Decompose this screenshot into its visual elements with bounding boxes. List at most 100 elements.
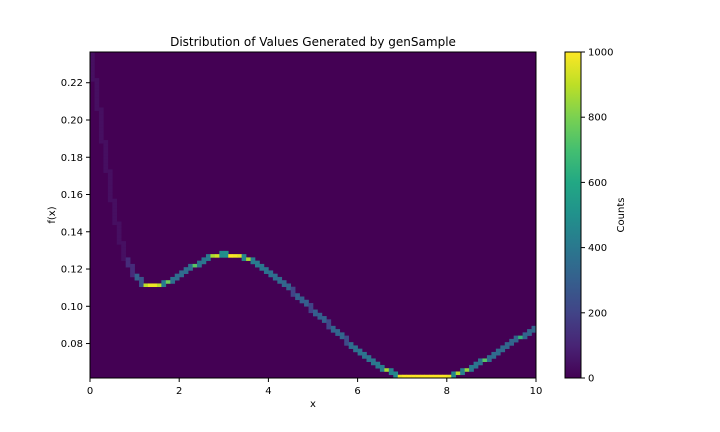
heatmap-cell — [223, 254, 229, 258]
heatmap-cell — [339, 332, 345, 336]
heatmap-cell — [272, 276, 278, 281]
heatmap-cell — [197, 263, 202, 268]
x-tick-label: 8 — [444, 386, 450, 397]
heatmap-cell — [375, 364, 381, 369]
colorbar-label: Counts — [616, 198, 627, 233]
heatmap-cell — [362, 355, 367, 359]
y-tick-label: 0.18 — [61, 153, 83, 164]
heatmap-cell — [219, 254, 225, 258]
heatmap-cell — [98, 130, 104, 134]
heatmap-cell — [491, 351, 497, 356]
heatmap-cell — [437, 374, 443, 379]
heatmap-cell — [90, 68, 95, 72]
heatmap-cell — [362, 351, 367, 356]
heatmap-cell — [428, 374, 434, 379]
heatmap-cell — [94, 107, 100, 111]
heatmap-cell — [268, 273, 274, 278]
heatmap-cell — [255, 260, 260, 265]
heatmap-cell — [353, 345, 358, 349]
heatmap-cell — [170, 280, 176, 284]
heatmap-cell — [107, 192, 113, 196]
heatmap-cell — [103, 166, 109, 170]
heatmap-cell — [357, 348, 363, 353]
heatmap-cell — [527, 329, 532, 333]
heatmap-cell — [348, 342, 354, 346]
heatmap-cell — [500, 345, 506, 349]
heatmap-cell — [335, 332, 341, 336]
heatmap-cell — [326, 322, 332, 327]
heatmap-cell — [330, 329, 336, 333]
heatmap-cell — [116, 224, 122, 229]
heatmap-cell — [460, 368, 465, 372]
heatmap-cell — [473, 361, 479, 366]
heatmap-cell — [531, 325, 537, 330]
heatmap-cell — [281, 280, 287, 284]
heatmap-cell — [388, 371, 394, 376]
heatmap-cell — [121, 250, 126, 255]
x-tick-label: 10 — [530, 386, 543, 397]
heatmap-cell — [103, 153, 109, 157]
heatmap-cell — [94, 84, 100, 89]
heatmap-cell — [299, 299, 305, 304]
heatmap-cell — [152, 283, 158, 288]
heatmap-plot-area — [89, 51, 537, 379]
heatmap-cell — [103, 140, 109, 144]
heatmap-cell — [116, 234, 122, 239]
heatmap-cell — [504, 345, 510, 349]
plot-frame — [89, 51, 537, 379]
heatmap-cell — [165, 280, 171, 284]
heatmap-background — [90, 52, 536, 378]
heatmap-cell — [94, 87, 100, 92]
heatmap-cell — [192, 263, 198, 268]
heatmap-cell — [469, 368, 474, 372]
x-axis-label: x — [310, 399, 316, 410]
heatmap-cell — [272, 273, 278, 278]
colorbar: 0 200 400 600 800 1000 Counts — [564, 48, 627, 385]
heatmap-cell — [205, 257, 211, 261]
heatmap-cell — [486, 355, 492, 359]
heatmap-cell — [366, 358, 372, 362]
heatmap-cells — [90, 52, 537, 379]
heatmap-cell — [370, 358, 376, 362]
heatmap-cell — [112, 198, 118, 203]
heatmap-cell — [442, 374, 448, 379]
colorbar-tick-label: 800 — [588, 113, 607, 124]
heatmap-cell — [121, 247, 126, 252]
heatmap-cell — [486, 358, 492, 362]
heatmap-cell — [201, 260, 207, 265]
heatmap-cell — [174, 273, 180, 278]
heatmap-cell — [313, 312, 318, 317]
heatmap-cell — [446, 374, 452, 379]
heatmap-cell — [460, 371, 465, 376]
heatmap-cell — [370, 361, 376, 366]
heatmap-cell — [393, 374, 399, 379]
heatmap-cell — [107, 195, 113, 199]
x-axis: 0 2 4 6 8 10 — [87, 378, 543, 397]
heatmap-cell — [464, 368, 470, 372]
heatmap-cell — [156, 283, 162, 288]
colorbar-ticks: 0 200 400 600 800 1000 — [581, 48, 613, 385]
heatmap-cell — [304, 303, 309, 307]
heatmap-cell — [286, 286, 291, 291]
y-tick-label: 0.16 — [61, 190, 83, 201]
heatmap-cell — [201, 257, 207, 261]
heatmap-cell — [317, 316, 323, 320]
heatmap-cell — [326, 319, 332, 323]
heatmap-cell — [103, 162, 109, 167]
colorbar-tick-label: 0 — [588, 374, 594, 385]
heatmap-cell — [495, 351, 501, 356]
heatmap-cell — [98, 126, 104, 131]
heatmap-cell — [268, 270, 274, 274]
heatmap-cell — [94, 91, 100, 95]
heatmap-cell — [112, 218, 118, 222]
heatmap-cell — [112, 205, 118, 209]
heatmap-cell — [90, 71, 95, 76]
heatmap-cell — [98, 136, 104, 141]
x-tick-label: 6 — [354, 386, 360, 397]
heatmap-cell — [134, 273, 140, 278]
heatmap-cell — [317, 312, 323, 317]
heatmap-cell — [397, 374, 403, 379]
heatmap-cell — [339, 335, 345, 340]
heatmap-cell — [384, 368, 390, 372]
